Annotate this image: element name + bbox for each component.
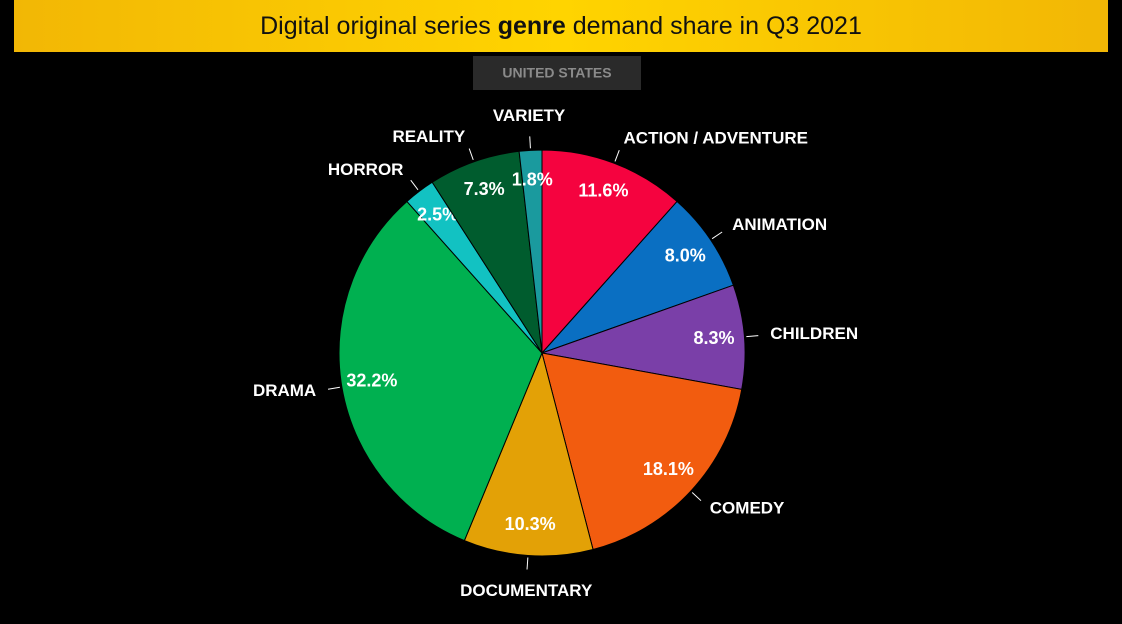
category-label: COMEDY <box>710 498 785 517</box>
leader-line <box>691 492 702 502</box>
title-part: Digital original series <box>260 12 498 40</box>
subtitle: UNITED STATES <box>502 65 611 81</box>
leader-line <box>410 179 419 191</box>
value-label: 18.1% <box>643 459 694 479</box>
value-label: 11.6% <box>578 181 628 201</box>
category-label: REALITY <box>392 127 465 146</box>
title-part: demand share in Q3 2021 <box>566 12 862 40</box>
leader-line <box>327 386 340 390</box>
category-label: ACTION / ADVENTURE <box>624 128 809 147</box>
leader-line <box>526 557 529 570</box>
value-label: 7.3% <box>464 179 505 199</box>
value-label: 2.5% <box>417 204 458 224</box>
value-label: 8.3% <box>693 328 734 348</box>
pie-slice <box>541 200 734 354</box>
leader-line <box>711 231 723 240</box>
category-label: VARIETY <box>493 106 566 125</box>
subtitle-box <box>473 56 641 90</box>
category-label: DRAMA <box>253 381 316 400</box>
pie-slice <box>541 352 743 551</box>
leader-line <box>746 335 759 338</box>
pie-slice <box>540 284 746 391</box>
category-label: ANIMATION <box>732 215 827 234</box>
value-label: 32.2% <box>346 371 397 391</box>
pie-slice <box>463 351 594 557</box>
title-bar <box>14 0 1108 52</box>
category-label: HORROR <box>328 160 404 179</box>
leader-line <box>614 150 620 162</box>
value-label: 8.0% <box>665 246 706 266</box>
title-part: genre <box>498 12 566 40</box>
leader-line <box>468 148 474 161</box>
pie-slice <box>338 200 543 542</box>
category-label: DOCUMENTARY <box>460 581 593 600</box>
pie-slice <box>518 149 543 354</box>
category-label: CHILDREN <box>770 324 858 343</box>
pie-slice <box>541 149 678 355</box>
value-label: 10.3% <box>505 514 556 534</box>
value-label: 1.8% <box>512 169 553 189</box>
leader-line <box>529 136 531 149</box>
chart-title: Digital original series genre demand sha… <box>260 12 862 40</box>
